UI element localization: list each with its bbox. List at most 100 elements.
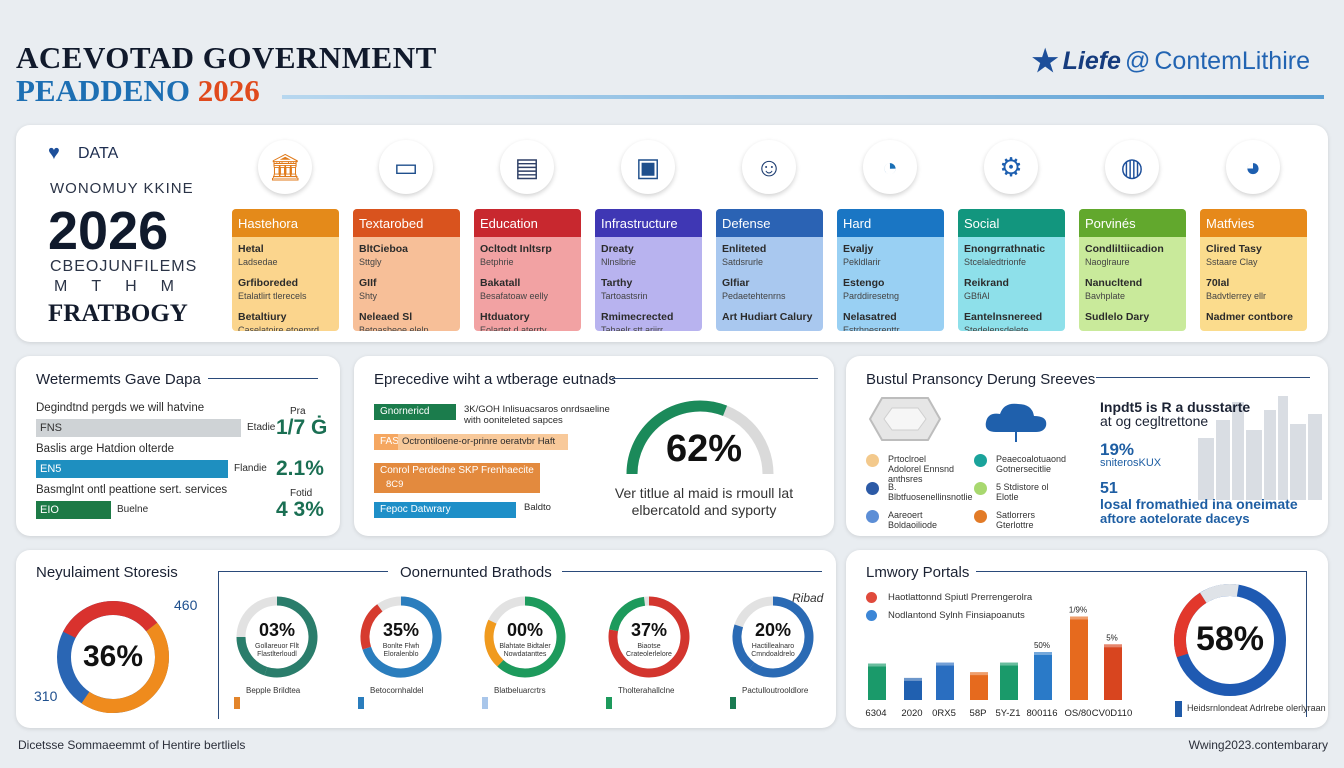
panel-portals-divider bbox=[976, 571, 1306, 572]
category-card[interactable]: Education Ocltodt Inltsrp Betphrie Bakatall… bbox=[474, 209, 581, 331]
category-item-desc: Satdsrurle bbox=[722, 257, 764, 267]
category-card[interactable]: Defense Enliteted Satdsrurle Glfiar Pedaeteh… bbox=[716, 209, 823, 331]
method-legend-label: Blatbeluarcrtrs bbox=[494, 686, 546, 695]
portals-legend-label: Haotlattonnd Spiutl Prerrengerolra bbox=[888, 592, 1033, 603]
legend-dot bbox=[974, 482, 987, 495]
portals-caption-swatch bbox=[1175, 701, 1182, 717]
portals-bar bbox=[970, 672, 988, 700]
legend-dot bbox=[974, 454, 987, 467]
portals-bar-data-label: 1/9% bbox=[1069, 605, 1087, 614]
portals-bar-tick: CV0D110 bbox=[1092, 708, 1133, 719]
portals-legend-dot bbox=[866, 610, 877, 621]
portals-bar bbox=[1000, 662, 1018, 700]
method-legend-swatch bbox=[606, 697, 612, 709]
category-item-desc: Parddiresetng bbox=[843, 291, 900, 301]
category-card[interactable]: Porvinés Condliltiicadion Naoglraure Nanucl… bbox=[1079, 209, 1186, 331]
category-item-desc: GBfiAl bbox=[964, 291, 990, 301]
effectiveness-bar-desc: Baldto bbox=[524, 502, 551, 513]
category-card[interactable]: Hastehora Hetal Ladsedae Grfiboreded Etalatl… bbox=[232, 209, 339, 331]
effectiveness-bar-text: Gnornericd bbox=[380, 406, 430, 417]
category-item-title: Htduatory bbox=[480, 311, 530, 323]
overview-subtitle-4: FRATBOGY bbox=[48, 300, 188, 327]
effectiveness-bar-text: Conrol Perdedne SKP Frenhaecite bbox=[380, 465, 534, 476]
category-card[interactable]: Social Enongrrathnatic Stcelaledtrionfe Rei… bbox=[958, 209, 1065, 331]
city-skyline-icon bbox=[1198, 396, 1322, 500]
category-item-title: Tarthy bbox=[601, 277, 633, 289]
category-item-desc: Caselatoire etoemrd bbox=[238, 325, 320, 331]
category-card[interactable]: Infrastructure Dreaty Nlnslbrie Tarthy Tarto… bbox=[595, 209, 702, 331]
panel-effectiveness-divider bbox=[612, 378, 818, 379]
portals-bar bbox=[868, 663, 886, 700]
panel-effectiveness-title: Eprecedive wiht a wtberage eutnads bbox=[374, 371, 616, 388]
portals-bar-chart: 6304 2020 0RX5 58P 5Y-Z1 800116 OS/80 CV0D110 50… bbox=[865, 605, 1133, 719]
legend-label: B. Blbtfuosenellinsnotlie bbox=[888, 482, 973, 502]
budget-row-side: Flandie bbox=[234, 463, 267, 474]
portals-bar-highlight bbox=[1000, 662, 1018, 666]
method-donut-sub: Blahtate Bidtaler Nowdatanttes bbox=[499, 643, 551, 658]
method-legend-swatch bbox=[358, 697, 364, 709]
method-donut-fill-2 bbox=[484, 619, 504, 667]
category-item-desc: Sttgly bbox=[359, 257, 382, 267]
panel-regulation-title: Neyulaiment Storesis bbox=[36, 564, 178, 581]
category-item-desc: Ladsedae bbox=[238, 257, 278, 267]
category-item-title: Clired Tasy bbox=[1206, 243, 1262, 255]
method-donut bbox=[360, 596, 442, 678]
legend-label: Peaecoalotuaond Gotnersecitlie bbox=[996, 454, 1067, 474]
category-item-title: Neleaed Sl bbox=[359, 311, 413, 323]
donut-segment bbox=[81, 622, 169, 713]
overview-year: 2026 bbox=[48, 201, 169, 261]
overview-subtitle-3: MTHM bbox=[54, 278, 198, 295]
portals-bar-tick: 5Y-Z1 bbox=[996, 708, 1021, 719]
panel-methods-corner-label: Ribad bbox=[792, 591, 824, 605]
footer-right-text[interactable]: Wwing2023.contembarary bbox=[1188, 738, 1328, 752]
effectiveness-gauge bbox=[626, 400, 774, 475]
category-item-desc: Pekldlarir bbox=[843, 257, 881, 267]
category-item-title: Enongrrathnatic bbox=[964, 243, 1046, 255]
category-card[interactable]: Hard Evaljy Pekldlarir Estengo Parddiresetng… bbox=[837, 209, 944, 331]
transparency-stat-3-desc: sniterosKUX bbox=[1100, 457, 1162, 469]
category-item-desc: Sstaare Clay bbox=[1206, 257, 1258, 267]
page-title: ACEVOTAD GOVERNMENT bbox=[16, 40, 437, 75]
category-item-title: Evaljy bbox=[843, 243, 874, 255]
method-legend-swatch bbox=[730, 697, 736, 709]
portals-donut-caption: Heidsrnlondeat Adrlrebe olerlyraan bbox=[1187, 703, 1326, 713]
transparency-stat-1: Inpdt5 is R a dusstarte bbox=[1100, 399, 1251, 415]
panel-budget-divider bbox=[208, 378, 318, 379]
category-title: Matfvies bbox=[1200, 209, 1307, 237]
portals-donut-value: 58% bbox=[1195, 620, 1265, 658]
budget-row-value: 2.1% bbox=[276, 457, 324, 480]
category-item-title: Eantelnsnereed bbox=[964, 311, 1043, 323]
portals-legend-dot bbox=[866, 592, 877, 603]
category-item-title: Reikrand bbox=[964, 277, 1009, 289]
portals-legend-label: Nodlantond Sylnh Finsiapoanuts bbox=[888, 610, 1025, 621]
regulation-label-top: 460 bbox=[174, 597, 198, 613]
category-body: Ocltodt Inltsrp Betphrie Bakatall Besafatoa… bbox=[474, 237, 581, 331]
gauge-value: 62% bbox=[665, 428, 743, 470]
category-body: Enongrrathnatic Stcelaledtrionfe Reikrand G… bbox=[958, 237, 1065, 331]
regulation-label-bottom: 310 bbox=[34, 688, 58, 704]
brand-logo[interactable]: ★ Liefe @ ContemLithire bbox=[1032, 44, 1310, 79]
budget-row-bar: EN5 bbox=[36, 460, 228, 478]
category-item-desc: Pedaetehtenrns bbox=[722, 291, 786, 301]
subtitle-text: PEADDENO bbox=[16, 73, 190, 108]
panel-transparency-divider bbox=[1096, 377, 1310, 378]
category-item-desc: Tahaelr stt ariirr bbox=[601, 325, 664, 331]
category-item-desc: Etalatlirt tlerecels bbox=[238, 291, 307, 301]
category-title: Hastehora bbox=[232, 209, 339, 237]
effectiveness-bar: Fepoc Datwrary bbox=[374, 502, 516, 518]
category-card[interactable]: Matfvies Clired Tasy Sstaare Clay 70Ial Badv… bbox=[1200, 209, 1307, 331]
category-body: Clired Tasy Sstaare Clay 70Ial Badvtlerrey … bbox=[1200, 237, 1307, 331]
method-donut bbox=[484, 596, 566, 678]
method-legend-label: Pactulloutrooldlore bbox=[742, 686, 809, 695]
portals-bar-data-label: 5% bbox=[1106, 633, 1118, 642]
budget-row-bar-text: FNS bbox=[40, 422, 62, 434]
portals-bar bbox=[1034, 652, 1052, 700]
category-card[interactable]: Textarobed BltCieboa Sttgly GIIf Shty Neleaed… bbox=[353, 209, 460, 331]
building-icon: 🏛 bbox=[258, 140, 312, 194]
category-item-desc: Nlnslbrie bbox=[601, 257, 637, 267]
category-body: Dreaty Nlnslbrie Tarthy Tartoastsrin Rmimecr… bbox=[595, 237, 702, 331]
portals-bar-tick: OS/80 bbox=[1065, 708, 1092, 719]
transparency-stat-4-value: 51 bbox=[1100, 480, 1118, 497]
category-item-title: BltCieboa bbox=[359, 243, 409, 255]
document-icon: ▤ bbox=[500, 140, 554, 194]
